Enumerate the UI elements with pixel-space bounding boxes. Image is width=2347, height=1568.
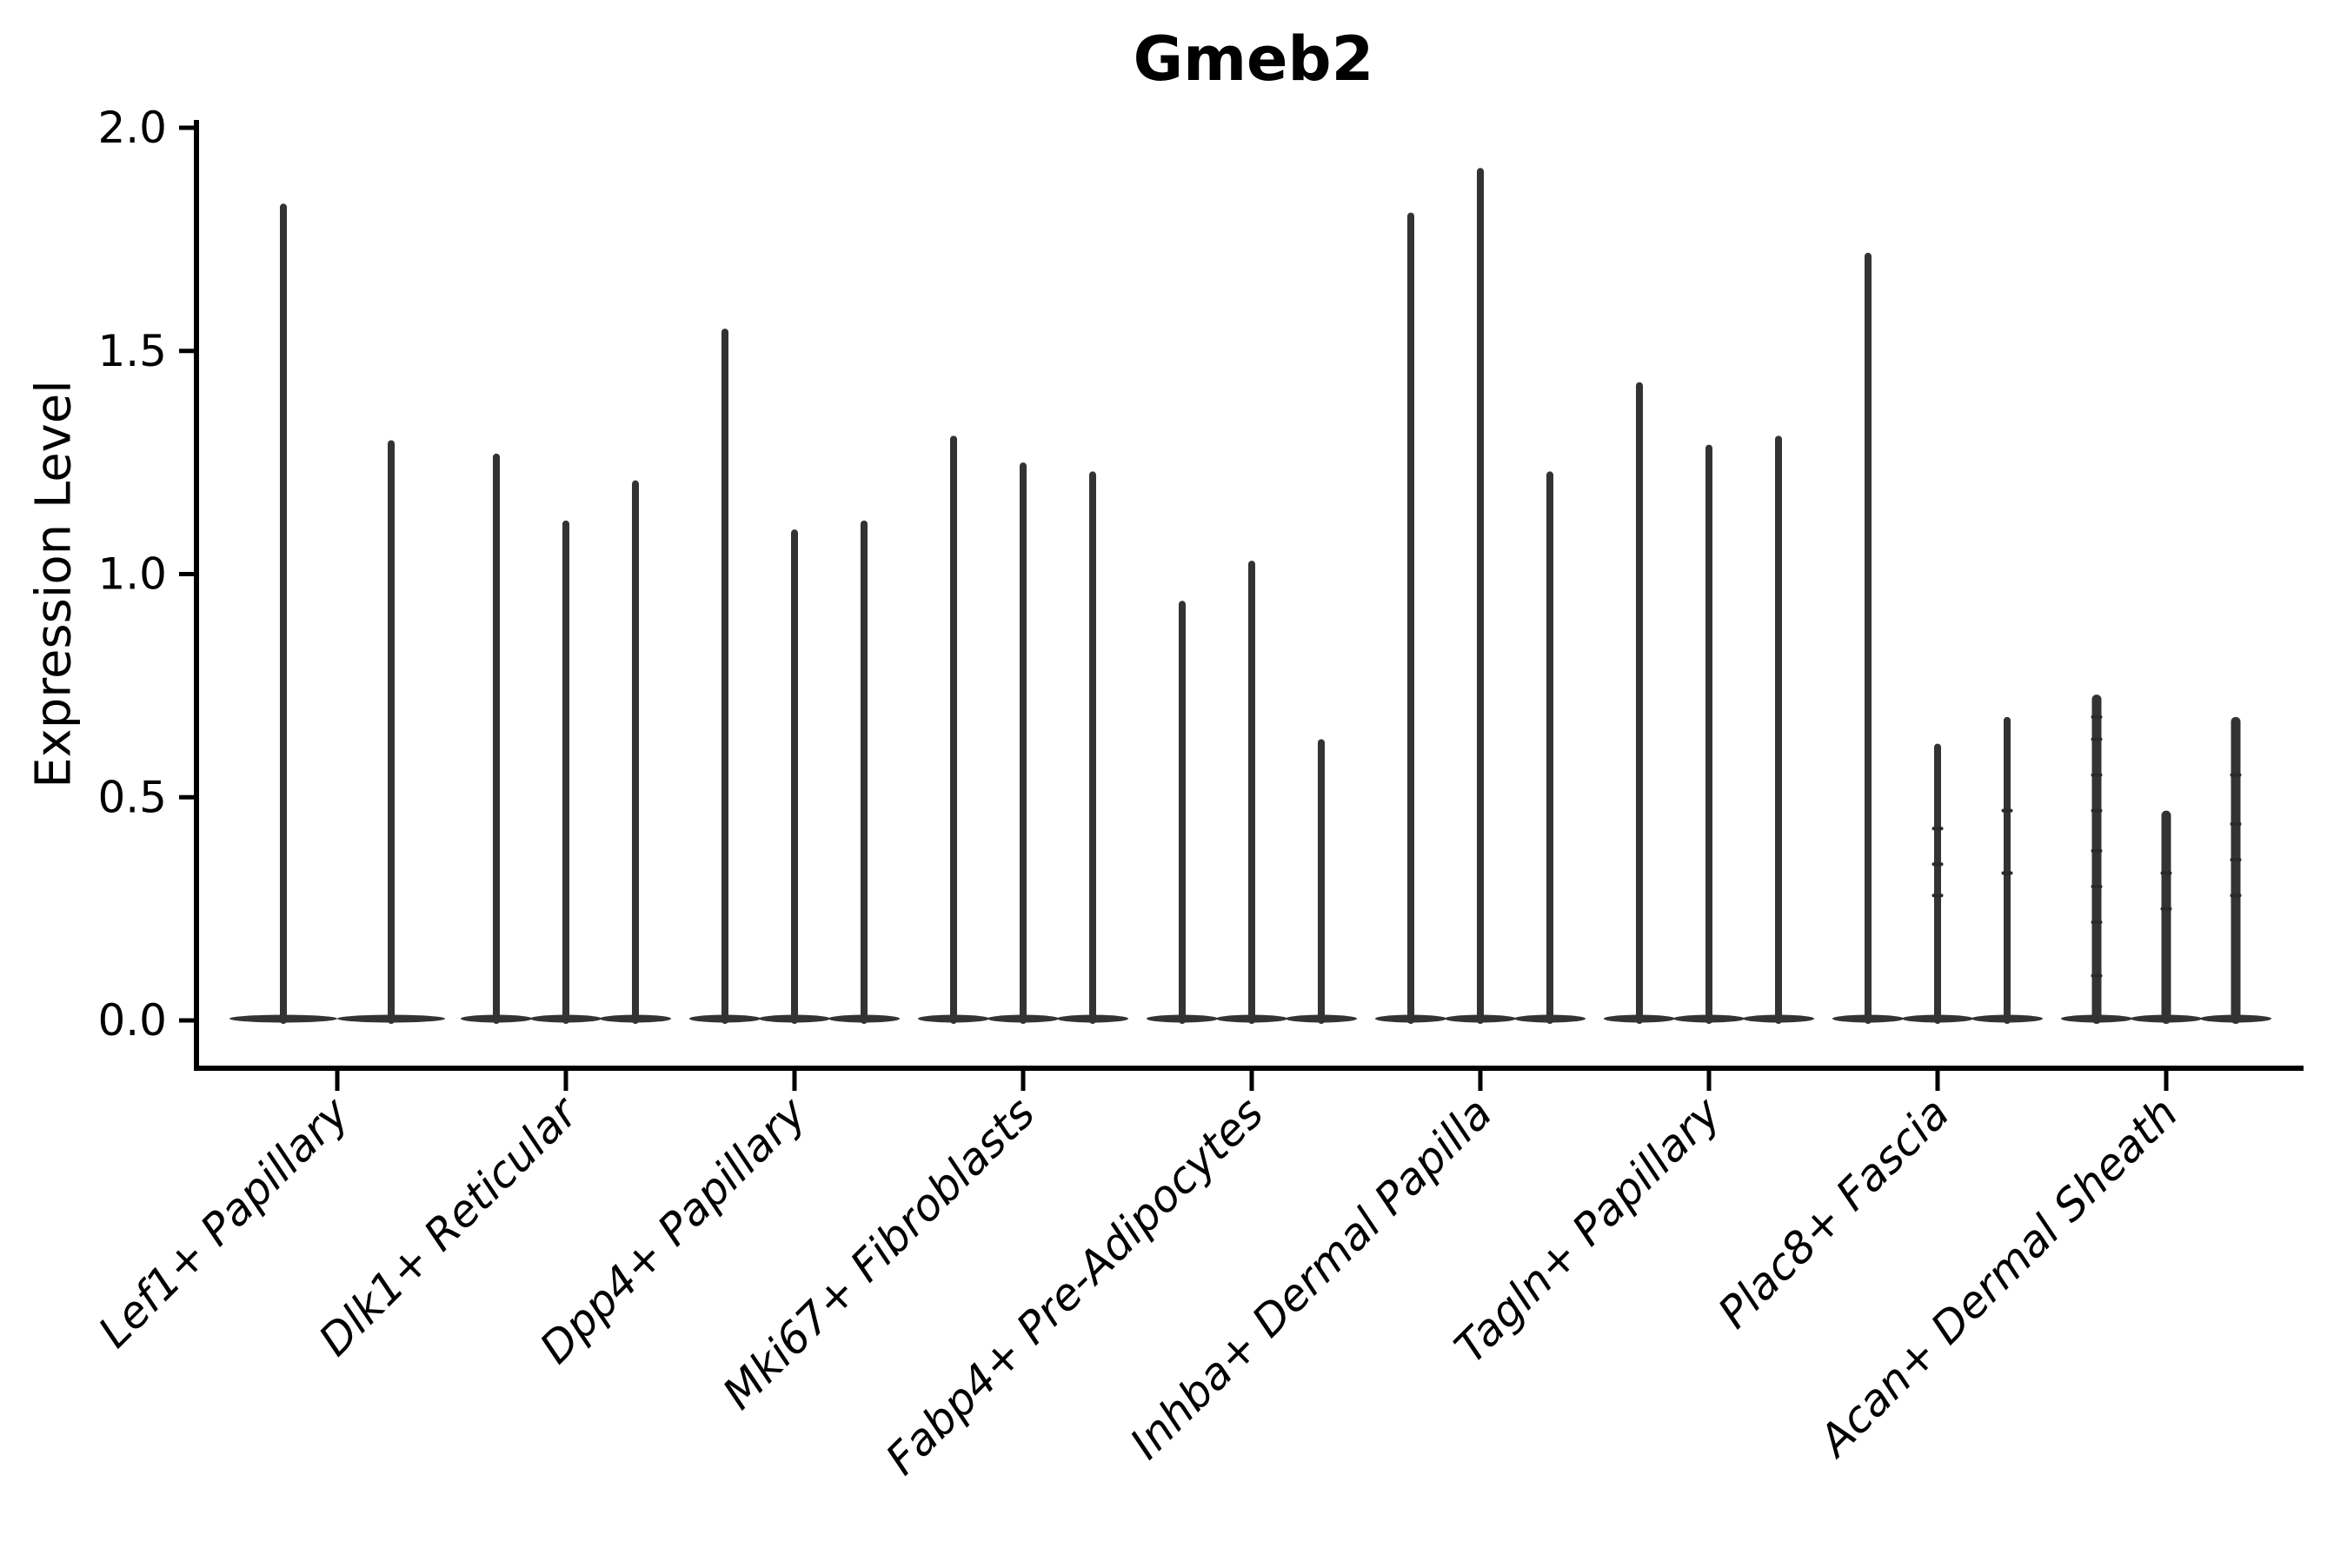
y-tick-label: 0.5: [97, 772, 167, 822]
y-tick-label: 0.0: [97, 995, 167, 1046]
cell-point: [2001, 871, 2013, 875]
violin-spike: [1248, 561, 1255, 1024]
cell-point: [1931, 862, 1944, 867]
violin-spike: [493, 453, 500, 1024]
cell-point: [1931, 827, 1944, 831]
cell-point: [2091, 808, 2103, 813]
violin-spike: [791, 529, 798, 1024]
plot-title: Gmeb2: [1133, 23, 1374, 95]
violin-spike: [1089, 471, 1096, 1024]
violin-spike: [1865, 252, 1872, 1024]
cell-point: [2230, 822, 2242, 827]
cell-point: [2091, 773, 2103, 777]
violin-spike: [2231, 716, 2241, 1024]
cell-point: [2230, 894, 2242, 898]
violin-spike: [1934, 743, 1941, 1024]
violin-spike: [280, 203, 287, 1025]
x-tick-label: Inhba+ Dermal Papilla: [1120, 1087, 1501, 1468]
cell-point: [2091, 737, 2103, 741]
violin-spike: [1636, 382, 1643, 1024]
x-tick-label: Lef1+ Papillary: [89, 1086, 359, 1357]
violin-spike: [1020, 462, 1027, 1024]
x-tick-label: Fabp4+ Pre-Adipocytes: [876, 1087, 1273, 1485]
violin-spike: [1477, 168, 1484, 1025]
violin-spike: [950, 435, 957, 1024]
cell-point: [2091, 848, 2103, 853]
x-tick-label: Acan+ Dermal Sheath: [1808, 1087, 2188, 1467]
y-tick-label: 1.0: [97, 549, 167, 600]
violin-spike: [388, 440, 395, 1024]
violin-spike: [861, 520, 868, 1024]
violin-spike: [562, 520, 569, 1024]
violin-spike: [721, 329, 728, 1024]
violin-spike: [1705, 444, 1712, 1025]
cell-point: [2160, 907, 2172, 911]
y-tick-label: 1.5: [97, 326, 167, 376]
violin-spike: [1318, 739, 1325, 1024]
cell-point: [2091, 973, 2103, 978]
cell-point: [2091, 920, 2103, 925]
violin-spike: [632, 480, 639, 1024]
cell-point: [2230, 858, 2242, 862]
y-tick-label: 2.0: [97, 103, 167, 153]
cell-point: [2001, 808, 2013, 813]
cell-point: [1931, 894, 1944, 898]
violin-spike: [2004, 716, 2011, 1024]
violin-spike: [2091, 694, 2102, 1024]
cell-point: [2160, 871, 2172, 875]
violin-spike: [1179, 601, 1186, 1024]
violin-spike: [2161, 810, 2171, 1024]
violin-spike: [1407, 212, 1414, 1024]
cell-point: [2091, 714, 2103, 719]
cell-point: [2230, 773, 2242, 777]
x-tick-label: Plac8+ Fascia: [1709, 1087, 1959, 1338]
cell-point: [2091, 884, 2103, 888]
y-axis-label: Expression Level: [25, 380, 83, 788]
violin-spike: [1546, 471, 1553, 1024]
violin-spike: [1775, 435, 1782, 1024]
